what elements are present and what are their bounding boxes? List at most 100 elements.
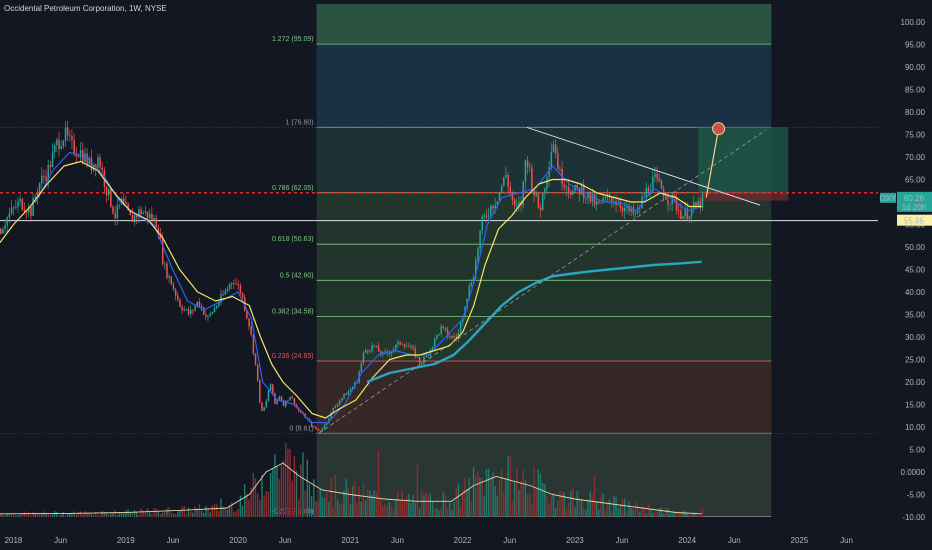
candle-body bbox=[626, 205, 628, 208]
volume-bar bbox=[21, 512, 23, 517]
candle-body bbox=[347, 391, 350, 395]
candle-body bbox=[483, 215, 486, 217]
volume-bar bbox=[673, 511, 676, 517]
volume-bar bbox=[190, 511, 192, 517]
volume-bar bbox=[75, 514, 77, 517]
candle-body bbox=[541, 193, 544, 211]
candle-body bbox=[207, 315, 209, 317]
candle-body bbox=[125, 202, 127, 204]
volume-bar bbox=[321, 497, 324, 517]
volume-bar bbox=[118, 512, 121, 517]
volume-bar bbox=[526, 494, 529, 517]
candle-body bbox=[71, 136, 73, 140]
candle-body bbox=[17, 201, 19, 208]
candle-body bbox=[209, 313, 211, 316]
candle-body bbox=[537, 193, 540, 208]
trendlines[interactable] bbox=[318, 122, 766, 434]
candle-body bbox=[30, 207, 32, 216]
volume-bar bbox=[248, 499, 250, 517]
candle-body bbox=[377, 345, 380, 352]
price-tick-label: 25.00 bbox=[905, 356, 926, 365]
candle-body bbox=[280, 396, 283, 401]
candle-body bbox=[15, 207, 17, 208]
time-tick-label: Jun bbox=[166, 536, 179, 545]
candle-body bbox=[364, 350, 367, 353]
candle-body bbox=[140, 209, 142, 215]
candle-body bbox=[639, 207, 641, 209]
candle-body bbox=[278, 396, 281, 400]
volume-bar bbox=[522, 470, 524, 517]
candle-body bbox=[410, 346, 412, 348]
candle-body bbox=[699, 201, 702, 208]
price-tick-label: 10.00 bbox=[905, 423, 926, 432]
candle-body bbox=[177, 295, 179, 300]
candle-body bbox=[187, 309, 190, 315]
volume-bar bbox=[688, 514, 691, 517]
volume-bar bbox=[392, 507, 395, 517]
volume-bar bbox=[349, 504, 352, 517]
candle-body bbox=[174, 289, 177, 296]
candle-body bbox=[513, 200, 516, 206]
volume-bar bbox=[343, 490, 345, 517]
candle-body bbox=[172, 284, 175, 290]
candle-body bbox=[701, 194, 704, 208]
time-axis[interactable]: 2018 Jun 2019 Jun 2020 Jun 2021 Jun 2022 Jun 2023 J… bbox=[0, 532, 932, 550]
candle-body bbox=[138, 209, 140, 218]
fib-zone bbox=[316, 361, 772, 434]
candle-body bbox=[531, 167, 533, 191]
volume-bar bbox=[513, 480, 516, 517]
volume-bar bbox=[226, 509, 229, 517]
volume-bar bbox=[455, 488, 457, 517]
candle-body bbox=[131, 215, 134, 223]
candle-body bbox=[248, 318, 250, 327]
volume-bar bbox=[25, 513, 28, 517]
candle-body bbox=[662, 189, 665, 198]
descending-trendline bbox=[526, 126, 761, 206]
volume-bar bbox=[224, 508, 226, 517]
volume-bar bbox=[615, 497, 617, 517]
volume-bar bbox=[136, 512, 138, 517]
support-price-tag bbox=[897, 214, 932, 226]
volume-bar bbox=[280, 464, 283, 517]
candle-body bbox=[166, 263, 168, 278]
volume-bar bbox=[589, 491, 591, 517]
volume-bar bbox=[684, 511, 686, 517]
candle-body bbox=[133, 215, 136, 223]
candle-body bbox=[554, 144, 557, 154]
volume-bar bbox=[30, 515, 32, 517]
candle-body bbox=[267, 390, 270, 401]
candle-body bbox=[97, 157, 99, 168]
volume-bar bbox=[34, 513, 36, 517]
candle-body bbox=[367, 350, 369, 352]
price-axis[interactable]: 100.00 95.00 90.00 85.00 80.00 75.00 70.00 65.0… bbox=[878, 0, 932, 550]
candle-body bbox=[110, 189, 112, 207]
volume-bar bbox=[617, 508, 619, 517]
volume-bar bbox=[464, 477, 466, 517]
volume-bar bbox=[371, 494, 373, 517]
candle-body bbox=[658, 178, 661, 181]
fib-retracement[interactable]: 0 (8.61) 0.236 (24.65) 0.382 (34.58) 0.5 (4… bbox=[271, 4, 772, 517]
candle-body bbox=[693, 202, 695, 209]
candle-body bbox=[567, 187, 570, 192]
volume-bar bbox=[8, 512, 11, 517]
candle-body bbox=[619, 203, 622, 208]
candle-body bbox=[211, 312, 214, 314]
candle-body bbox=[384, 351, 386, 353]
volume-bar bbox=[591, 494, 594, 517]
volume-bar bbox=[613, 495, 615, 517]
candle-body bbox=[682, 216, 684, 220]
volume-bar bbox=[369, 490, 371, 517]
volume-bar bbox=[265, 490, 267, 517]
volume-bar bbox=[695, 512, 697, 517]
candle-body bbox=[369, 350, 371, 352]
candle-body bbox=[336, 404, 339, 407]
volume-bar bbox=[403, 499, 406, 517]
volume-bar bbox=[608, 499, 611, 517]
candle-body bbox=[269, 384, 272, 391]
volume-bar bbox=[354, 480, 356, 517]
volume-bar bbox=[267, 491, 270, 517]
candle-body bbox=[213, 308, 216, 313]
candle-body bbox=[263, 407, 265, 411]
volume-bar bbox=[477, 471, 479, 517]
